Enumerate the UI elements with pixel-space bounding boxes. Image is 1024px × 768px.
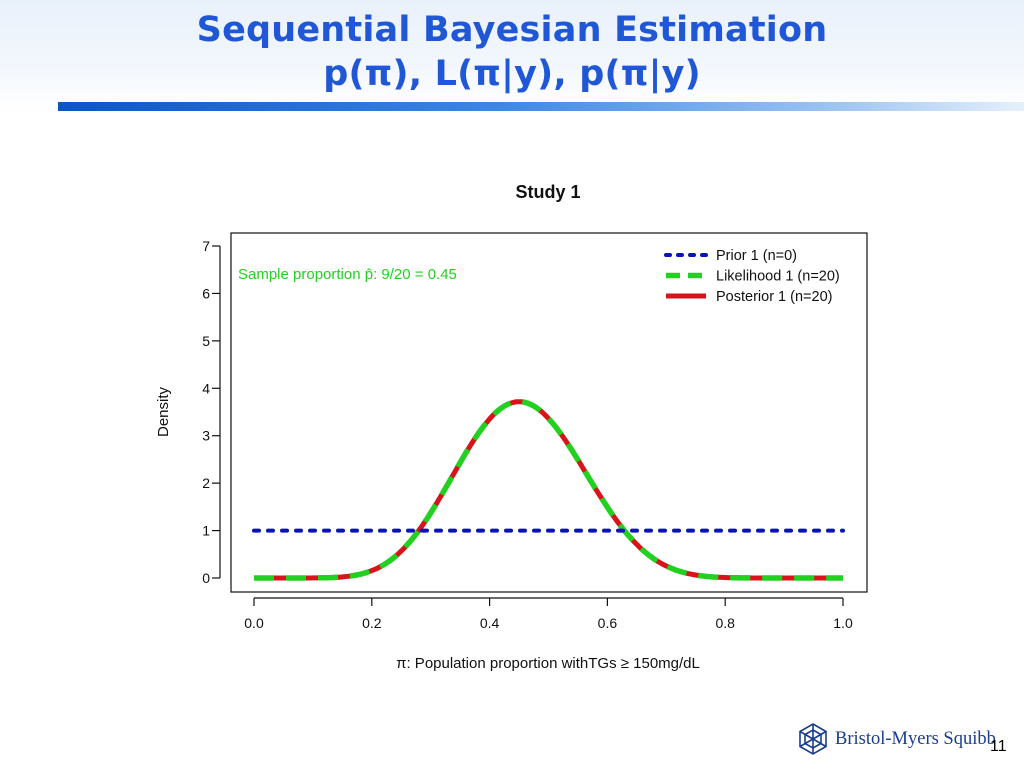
y-tick-label: 6 <box>202 285 210 301</box>
logo-text: Bristol-Myers Squibb <box>835 728 996 749</box>
x-axis-label: π: Population proportion withTGs ≥ 150mg… <box>396 655 700 672</box>
y-tick-label: 0 <box>202 570 210 586</box>
title-underline-bar <box>58 102 1024 111</box>
x-tick-label: 0.8 <box>715 615 735 631</box>
series-line-likelihood-1-n-20 <box>254 398 843 581</box>
y-tick-label: 1 <box>202 523 210 539</box>
header-band <box>0 0 1024 112</box>
y-tick-label: 3 <box>202 428 210 444</box>
legend-label: Posterior 1 (n=20) <box>716 289 832 305</box>
page-number: 11 <box>990 738 1007 755</box>
axes: 0 1 2 3 4 5 6 7 0.0 0.2 0.4 0.6 0.8 1.0 <box>202 238 853 631</box>
y-tick-label: 2 <box>202 475 210 491</box>
y-tick-label: 5 <box>202 333 210 349</box>
bms-emblem-icon <box>799 723 827 755</box>
legend: Prior 1 (n=0) Likelihood 1 (n=20) Posterio… <box>664 248 840 305</box>
series-layer <box>252 398 845 581</box>
chart-title: Study 1 <box>515 182 580 202</box>
legend-label: Likelihood 1 (n=20) <box>716 269 840 285</box>
x-tick-label: 0.0 <box>244 615 264 631</box>
x-tick-label: 1.0 <box>833 615 853 631</box>
plot-frame <box>230 232 868 593</box>
y-tick-label: 4 <box>202 380 210 396</box>
x-tick-label: 0.2 <box>362 615 382 631</box>
company-logo: Bristol-Myers Squibb <box>796 722 996 756</box>
y-tick-label: 7 <box>202 238 210 254</box>
y-axis-label: Density <box>155 386 172 437</box>
x-tick-label: 0.6 <box>598 615 618 631</box>
series-line-posterior-1-n-20 <box>254 399 843 581</box>
slide-title-line2: p(π), L(π|y), p(π|y) <box>323 54 701 94</box>
sample-proportion-annotation: Sample proportion p̂: 9/20 = 0.45 <box>238 266 457 283</box>
x-tick-label: 0.4 <box>480 615 500 631</box>
slide-title: Sequential Bayesian Estimation p(π), L(π… <box>0 8 1024 96</box>
legend-label: Prior 1 (n=0) <box>716 248 797 264</box>
slide-title-line1: Sequential Bayesian Estimation <box>196 10 828 50</box>
